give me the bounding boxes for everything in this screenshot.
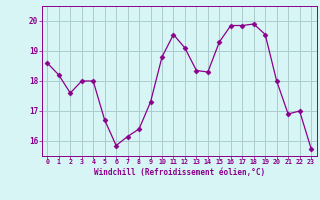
X-axis label: Windchill (Refroidissement éolien,°C): Windchill (Refroidissement éolien,°C): [94, 168, 265, 177]
